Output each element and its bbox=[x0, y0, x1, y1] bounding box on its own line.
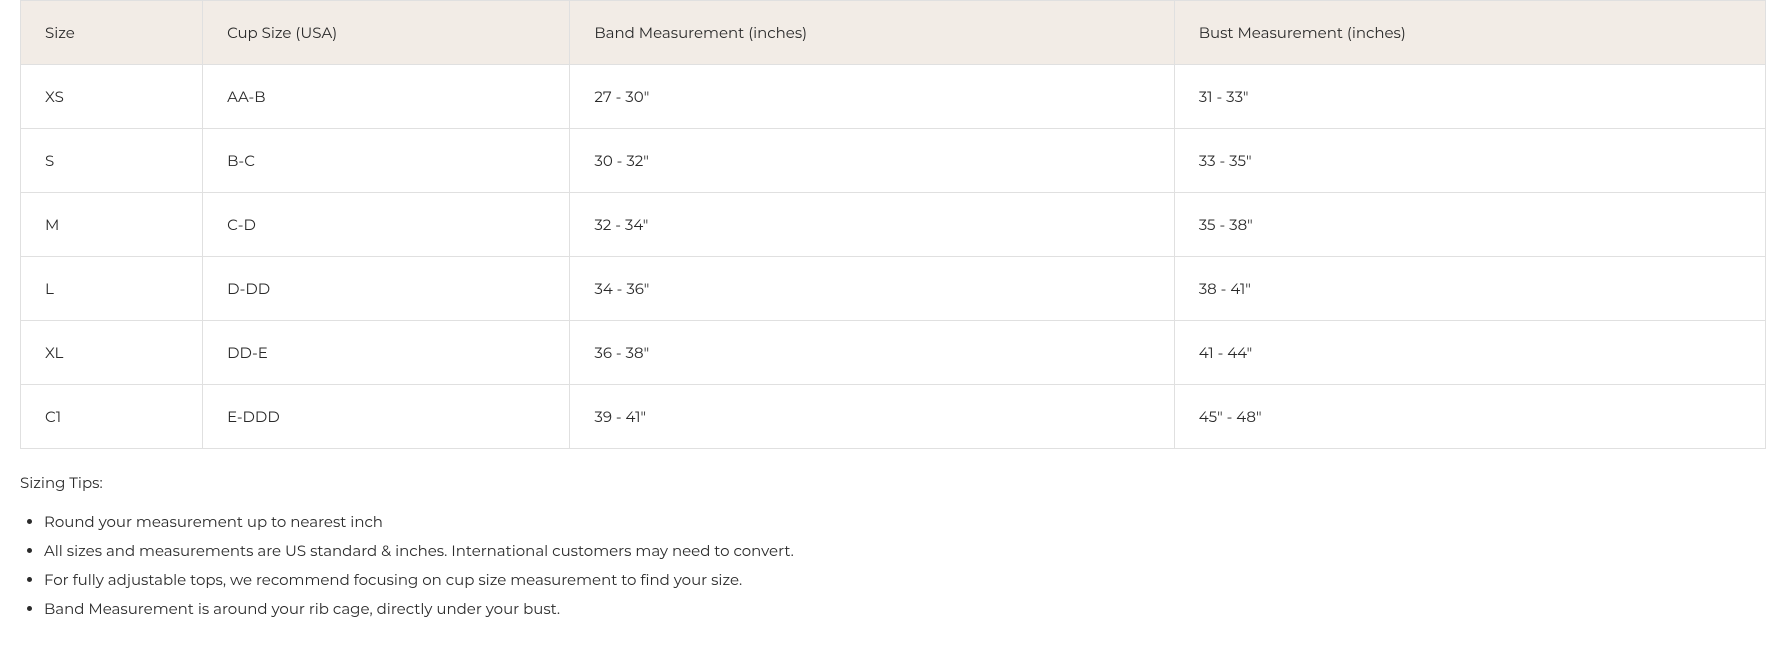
cell-size: C1 bbox=[21, 385, 203, 449]
cell-band: 39 - 41" bbox=[570, 385, 1174, 449]
cell-band: 30 - 32" bbox=[570, 129, 1174, 193]
table-row: S B-C 30 - 32" 33 - 35" bbox=[21, 129, 1766, 193]
tips-title: Sizing Tips: bbox=[20, 473, 1766, 492]
cell-cup: DD-E bbox=[203, 321, 570, 385]
cell-band: 27 - 30" bbox=[570, 65, 1174, 129]
cell-cup: D-DD bbox=[203, 257, 570, 321]
cell-size: M bbox=[21, 193, 203, 257]
cell-bust: 35 - 38" bbox=[1174, 193, 1765, 257]
col-bust-measurement: Bust Measurement (inches) bbox=[1174, 1, 1765, 65]
table-row: C1 E-DDD 39 - 41" 45" - 48" bbox=[21, 385, 1766, 449]
size-table: Size Cup Size (USA) Band Measurement (in… bbox=[20, 0, 1766, 449]
col-band-measurement: Band Measurement (inches) bbox=[570, 1, 1174, 65]
cell-band: 32 - 34" bbox=[570, 193, 1174, 257]
cell-cup: E-DDD bbox=[203, 385, 570, 449]
cell-bust: 33 - 35" bbox=[1174, 129, 1765, 193]
col-cup-size: Cup Size (USA) bbox=[203, 1, 570, 65]
size-chart-container: Size Cup Size (USA) Band Measurement (in… bbox=[0, 0, 1786, 622]
cell-band: 34 - 36" bbox=[570, 257, 1174, 321]
tip-item: Band Measurement is around your rib cage… bbox=[44, 595, 1766, 622]
cell-bust: 38 - 41" bbox=[1174, 257, 1765, 321]
cell-cup: C-D bbox=[203, 193, 570, 257]
sizing-tips-section: Sizing Tips: Round your measurement up t… bbox=[20, 473, 1766, 622]
cell-band: 36 - 38" bbox=[570, 321, 1174, 385]
cell-size: XS bbox=[21, 65, 203, 129]
table-row: XS AA-B 27 - 30" 31 - 33" bbox=[21, 65, 1766, 129]
table-header-row: Size Cup Size (USA) Band Measurement (in… bbox=[21, 1, 1766, 65]
tips-list: Round your measurement up to nearest inc… bbox=[20, 508, 1766, 622]
cell-bust: 41 - 44" bbox=[1174, 321, 1765, 385]
tip-item: Round your measurement up to nearest inc… bbox=[44, 508, 1766, 535]
table-row: M C-D 32 - 34" 35 - 38" bbox=[21, 193, 1766, 257]
cell-size: L bbox=[21, 257, 203, 321]
cell-cup: AA-B bbox=[203, 65, 570, 129]
cell-size: XL bbox=[21, 321, 203, 385]
cell-cup: B-C bbox=[203, 129, 570, 193]
tip-item: All sizes and measurements are US standa… bbox=[44, 537, 1766, 564]
cell-size: S bbox=[21, 129, 203, 193]
cell-bust: 31 - 33" bbox=[1174, 65, 1765, 129]
tip-item: For fully adjustable tops, we recommend … bbox=[44, 566, 1766, 593]
cell-bust: 45" - 48" bbox=[1174, 385, 1765, 449]
table-row: XL DD-E 36 - 38" 41 - 44" bbox=[21, 321, 1766, 385]
table-row: L D-DD 34 - 36" 38 - 41" bbox=[21, 257, 1766, 321]
table-body: XS AA-B 27 - 30" 31 - 33" S B-C 30 - 32"… bbox=[21, 65, 1766, 449]
col-size: Size bbox=[21, 1, 203, 65]
